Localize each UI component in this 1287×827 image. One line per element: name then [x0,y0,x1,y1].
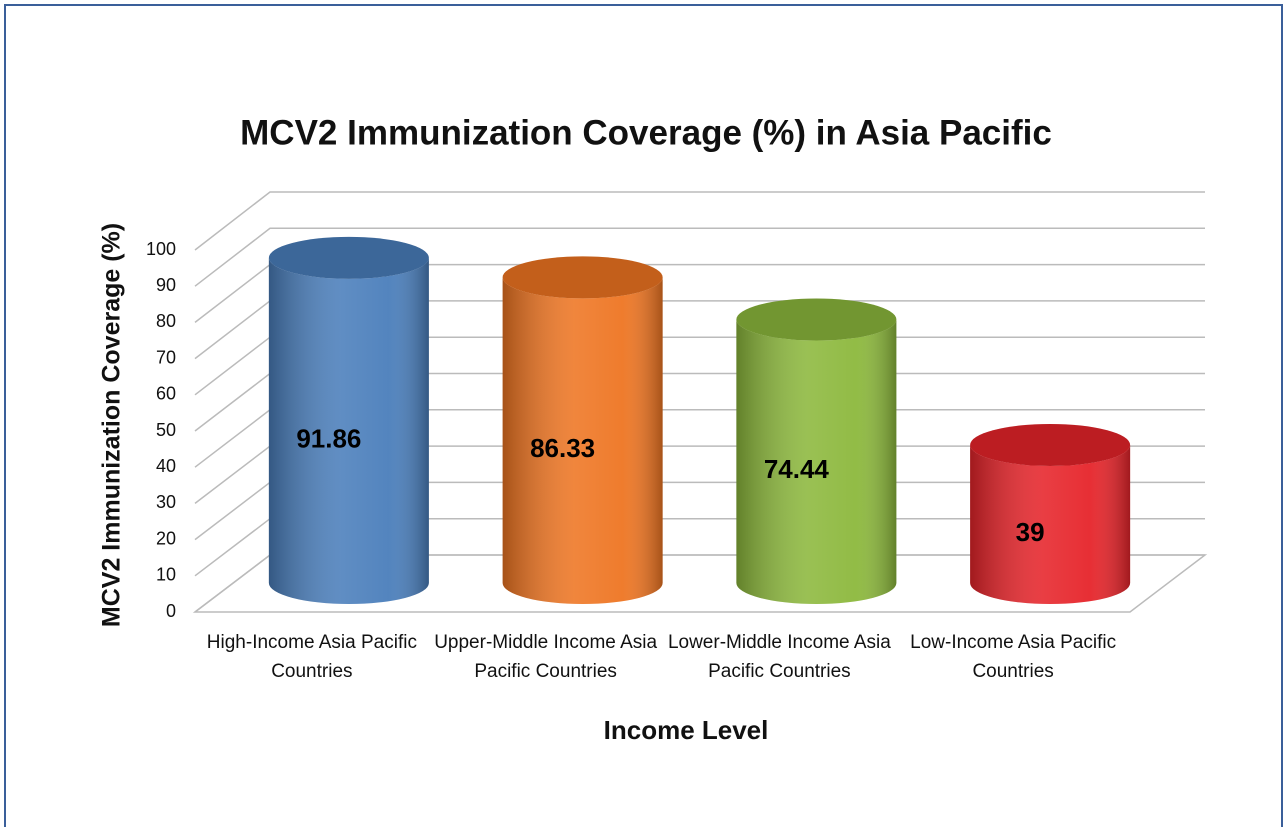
x-tick-label: Low-Income Asia Pacific Countries [910,632,1117,682]
chart-title: MCV2 Immunization Coverage (%) in Asia P… [240,113,1052,152]
cylinder-top [502,256,663,299]
cylinder-shade [736,319,897,604]
y-tick-label: 90 [156,275,176,295]
y-tick-label: 50 [156,420,176,440]
grid-line [194,191,1205,251]
x-axis-label: Income Level [604,715,769,745]
x-tick-label: High-Income Asia Pacific Countries [206,632,417,682]
value-label: 74.44 [764,454,830,484]
y-tick-label: 100 [146,239,176,259]
y-tick-label: 10 [156,565,176,585]
y-tick-label: 80 [156,311,176,331]
cylinder-top [970,423,1131,466]
value-label: 86.33 [530,433,595,463]
cylinder-shade [268,257,429,604]
y-tick-label: 60 [156,384,176,404]
cylinder-top [268,236,429,279]
x-tick-label: Lower-Middle Income Asia Pacific Countri… [667,632,891,682]
cylinder-shade [502,277,663,604]
y-tick-label: 30 [156,492,176,512]
cylinder-top-shade [736,298,897,341]
value-label: 91.86 [296,423,361,453]
cylinder-top-shade [970,423,1131,466]
cylinder-top-shade [502,256,663,299]
y-tick-label: 20 [156,528,176,548]
x-tick-label: Upper-Middle Income Asia Pacific Countri… [434,632,658,682]
cylinder-top-shade [268,236,429,279]
cylinder-top [736,298,897,341]
y-tick-label: 40 [156,456,176,476]
y-axis-label: MCV2 Immunization Coverage (%) [98,223,126,627]
grid-line [194,227,1205,287]
cylinder-shade [970,444,1131,604]
y-tick-label: 0 [166,601,176,621]
value-label: 39 [1016,517,1045,547]
frame [4,4,1283,827]
y-tick-label: 70 [156,347,176,367]
